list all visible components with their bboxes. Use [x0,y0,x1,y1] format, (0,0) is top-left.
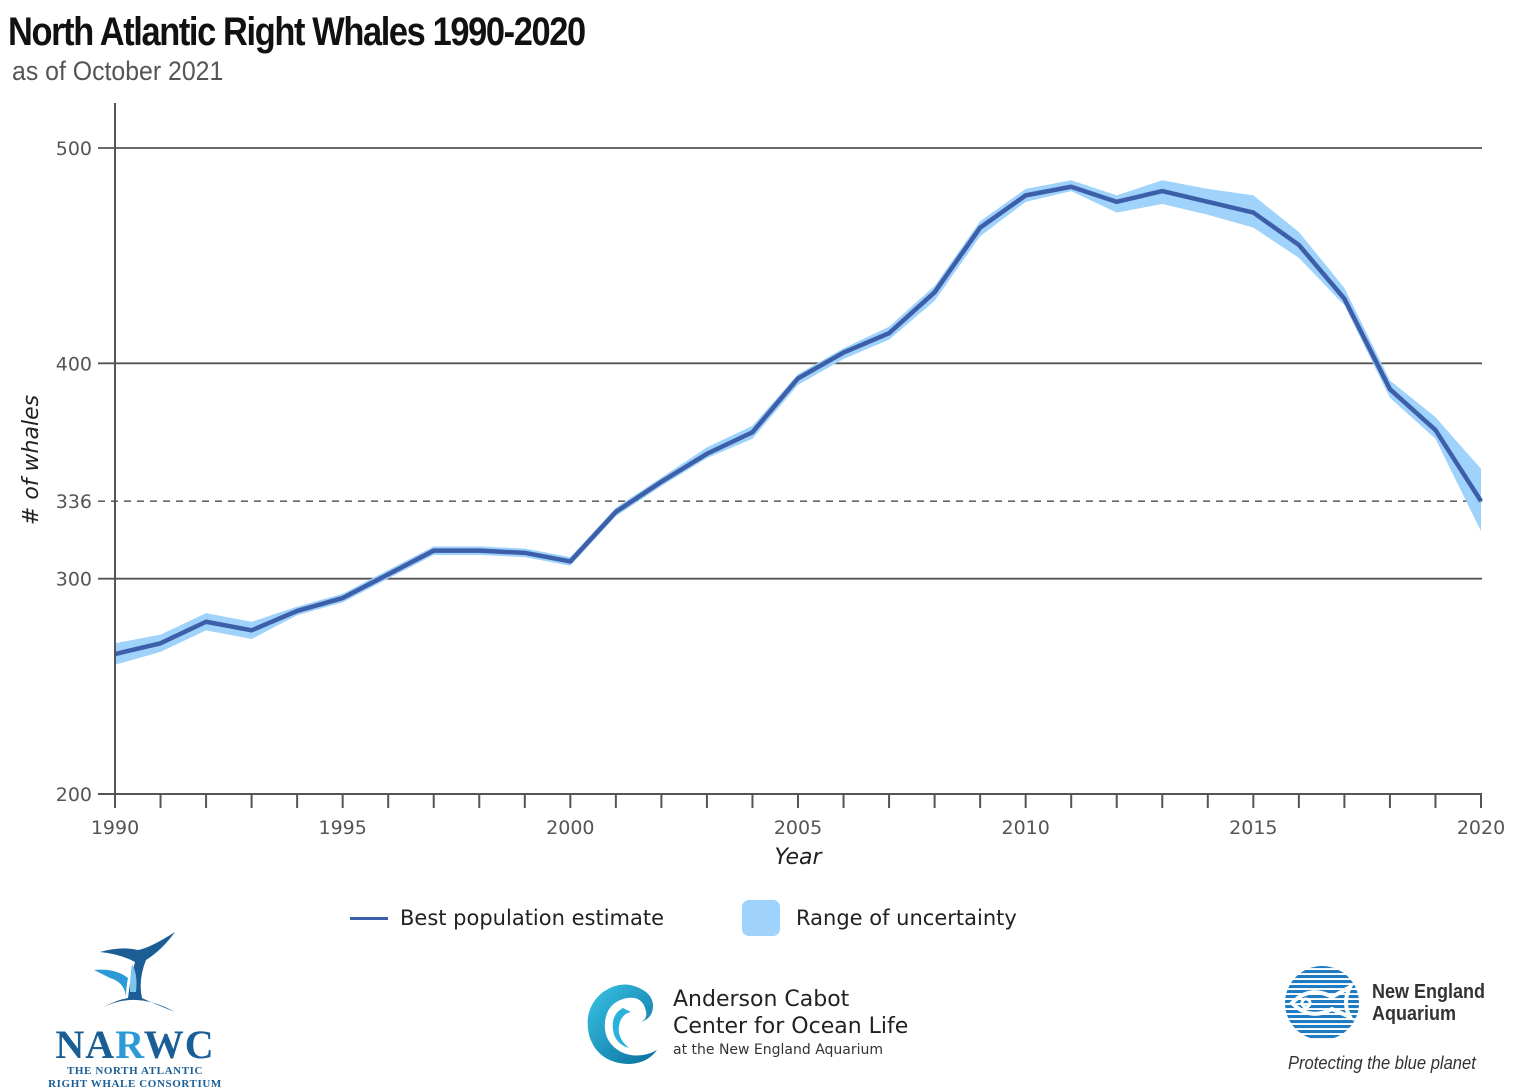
x-tick-label-1995: 1995 [318,817,366,839]
axes [114,103,1482,808]
uncertainty-band-layer [115,180,1481,665]
nea-line1: New England [1372,981,1486,1003]
x-axis-title: Year [774,845,823,870]
x-tick-label-2000: 2000 [546,817,594,839]
x-tick-label-2005: 2005 [774,817,822,839]
legend-line-label: Best population estimate [400,906,665,930]
legend: Best population estimate Range of uncert… [350,900,1017,936]
narwc-abbr-a: NA [55,1022,116,1067]
x-tick-label-1990: 1990 [91,817,139,839]
chart-area: 200 300 336 400 500 1990 1995 2000 2005 2010 2015 2… [19,103,1505,870]
y-tick-label-500: 500 [56,138,92,160]
anderson-cabot-logo: Anderson Cabot Center for Ocean Life at … [583,980,908,1066]
y-tick-label-336: 336 [56,491,92,513]
chart-subtitle: as of October 2021 [12,56,224,86]
acc-line2: Center for Ocean Life [673,1014,909,1039]
nea-tagline: Protecting the blue planet [1288,1053,1476,1073]
chart-title: North Atlantic Right Whales 1990-2020 [8,10,586,54]
estimate-line-layer [114,184,1483,657]
y-tick-label-400: 400 [56,353,92,375]
gridlines [98,147,1482,795]
narwc-line1: THE NORTH ATLANTIC [66,1065,204,1077]
y-tick-label-200: 200 [56,784,92,806]
x-tick-label-2010: 2010 [1001,817,1049,839]
legend-line-swatch [350,916,388,920]
narwc-abbr-b: WC [143,1022,215,1067]
nea-line2: Aquarium [1372,1003,1457,1025]
fish-globe-icon [1285,966,1359,1040]
acc-line3: at the New England Aquarium [673,1042,884,1058]
acc-line1: Anderson Cabot [673,987,850,1012]
uncertainty-band [115,180,1481,665]
y-axis-title: # of whales [19,395,44,525]
narwc-abbr-r: R [115,1022,144,1067]
wave-icon [587,984,657,1064]
tick-labels: 200 300 336 400 500 1990 1995 2000 2005 2010 2015 2… [56,138,1505,839]
x-tick-label-2015: 2015 [1229,817,1277,839]
whale-tail-icon [94,932,175,1012]
narwc-line2: RIGHT WHALE CONSORTIUM [48,1078,222,1090]
estimate-line [114,184,1483,657]
narwc-logo: NARWC THE NORTH ATLANTIC RIGHT WHALE CON… [40,930,230,1091]
legend-band-swatch [742,900,781,936]
legend-band-label: Range of uncertainty [796,906,1017,930]
y-tick-label-300: 300 [56,569,92,591]
new-england-aquarium-logo: New England Aquarium Protecting the blue… [1284,965,1498,1074]
x-tick-label-2020: 2020 [1457,817,1505,839]
